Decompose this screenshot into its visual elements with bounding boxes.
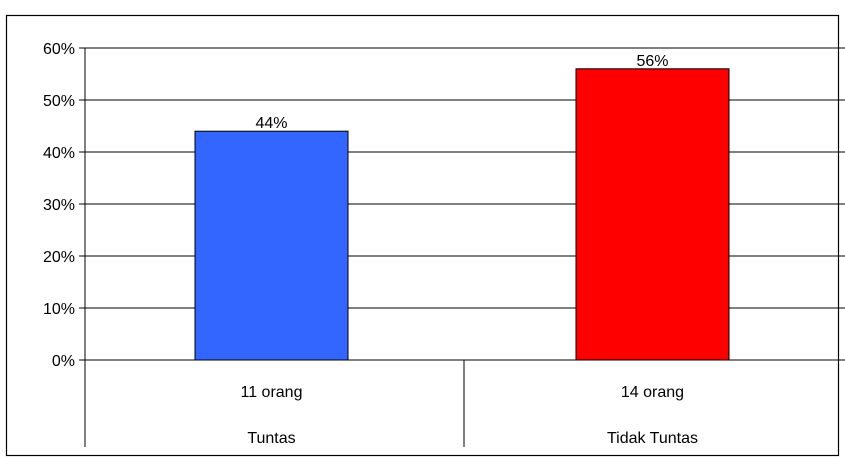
y-tick-label: 60% [43, 41, 75, 58]
data-label: 44% [255, 115, 287, 132]
y-tick-label: 0% [52, 353, 75, 370]
bars: 44% 56% [194, 53, 730, 361]
y-tick-label: 50% [43, 93, 75, 110]
bar [575, 68, 730, 361]
y-tick-label: 30% [43, 197, 75, 214]
x-category-label: 14 orang [621, 384, 684, 401]
x-category-label: Tidak Tuntas [607, 430, 698, 447]
x-axis: 11 orang Tuntas 14 orang Tidak Tuntas [85, 359, 845, 447]
bar [194, 130, 349, 361]
data-label: 56% [636, 53, 668, 70]
x-category-label: 11 orang [241, 384, 303, 401]
y-tick-label: 40% [43, 145, 75, 162]
x-category-label: Tuntas [247, 430, 295, 447]
y-axis: 0% 10% 20% 30% 40% 50% 60% [43, 41, 86, 447]
y-tick-label: 20% [43, 249, 75, 266]
y-tick-label: 10% [43, 301, 75, 318]
